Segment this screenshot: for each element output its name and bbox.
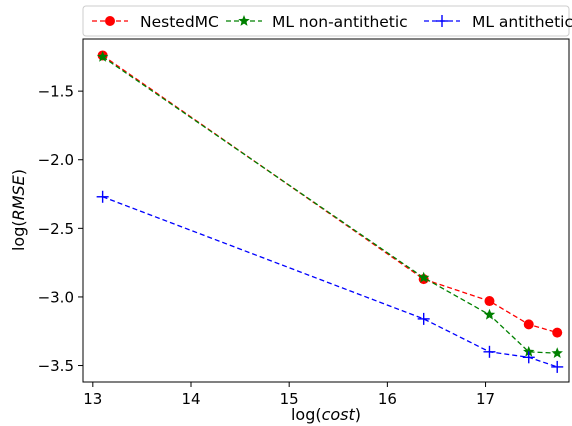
series-layer xyxy=(96,50,564,373)
series-line-ml-non-antithetic xyxy=(102,56,558,354)
y-axis: −1.5 −2.0 −2.5 −3.0 −3.5 xyxy=(38,83,83,375)
x-axis-label: log(cost) xyxy=(291,405,361,424)
x-tick-label: 13 xyxy=(83,390,102,408)
data-point xyxy=(523,319,534,330)
x-axis: 13 14 15 16 17 xyxy=(83,382,495,408)
data-point xyxy=(483,345,496,358)
y-tick-label: −2.0 xyxy=(38,151,74,169)
data-point xyxy=(96,190,109,203)
y-tick-label: −3.5 xyxy=(38,357,74,375)
data-point xyxy=(522,351,535,364)
series-line-ml-antithetic xyxy=(102,196,558,368)
legend-frame xyxy=(82,5,570,37)
legend-label-ml-antithetic: ML antithetic xyxy=(472,13,572,31)
x-tick-label: 17 xyxy=(476,390,495,408)
x-tick-label: 16 xyxy=(378,390,397,408)
y-tick-label: −1.5 xyxy=(38,83,74,101)
data-point xyxy=(483,308,496,320)
legend-entry-ml-antithetic: ML antithetic xyxy=(424,13,572,31)
x-tick-label: 14 xyxy=(181,390,200,408)
legend-marker-ml-antithetic xyxy=(436,15,448,27)
data-point xyxy=(417,271,430,283)
y-axis-label: log(RMSE) xyxy=(9,169,28,251)
legend-marker-nestedmc xyxy=(105,16,115,26)
data-point xyxy=(551,360,564,373)
data-point xyxy=(523,345,535,357)
series-ml-antithetic xyxy=(96,190,564,373)
plot-area xyxy=(82,38,570,383)
data-point xyxy=(551,347,563,359)
legend-label-nestedmc: NestedMC xyxy=(140,13,219,31)
legend-entry-ml-non-antithetic: ML non-antithetic xyxy=(226,13,408,31)
series-nestedmc xyxy=(97,50,563,338)
data-point xyxy=(96,50,109,62)
legend-marker-ml-non-antithetic xyxy=(238,15,250,26)
y-tick-label: −2.5 xyxy=(38,220,74,238)
series-ml-non-antithetic xyxy=(96,50,563,359)
legend-entry-nestedmc: NestedMC xyxy=(92,13,219,31)
series-line-nestedmc xyxy=(102,54,558,334)
y-tick-label: −3.0 xyxy=(38,288,74,306)
data-point xyxy=(552,327,563,338)
x-tick-label: 15 xyxy=(280,390,299,408)
legend-label-ml-non-antithetic: ML non-antithetic xyxy=(272,13,408,31)
legend: NestedMC ML non-antithetic ML antithetic xyxy=(82,5,572,37)
data-point xyxy=(484,296,495,307)
data-point xyxy=(417,312,430,325)
